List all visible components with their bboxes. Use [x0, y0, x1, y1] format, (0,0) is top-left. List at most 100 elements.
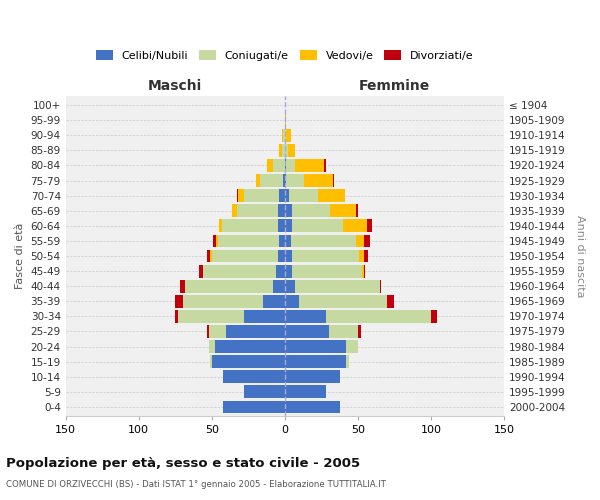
Bar: [364, 250, 368, 262]
Bar: [285, 204, 292, 217]
Bar: [285, 264, 292, 278]
Bar: [278, 220, 285, 232]
Text: Femmine: Femmine: [359, 79, 430, 93]
Bar: [346, 355, 349, 368]
Bar: [319, 189, 345, 202]
Bar: [285, 174, 286, 187]
Bar: [285, 340, 346, 353]
Bar: [362, 264, 364, 278]
Bar: [285, 250, 292, 262]
Bar: [346, 340, 358, 353]
Bar: [283, 129, 285, 141]
Bar: [236, 189, 238, 202]
Bar: [285, 370, 340, 383]
Bar: [282, 129, 283, 141]
Bar: [285, 114, 286, 126]
Bar: [285, 400, 340, 413]
Bar: [263, 295, 285, 308]
Bar: [244, 310, 285, 323]
Bar: [286, 159, 295, 172]
Bar: [304, 174, 333, 187]
Bar: [279, 234, 285, 248]
Bar: [387, 295, 394, 308]
Bar: [278, 250, 285, 262]
Bar: [333, 174, 334, 187]
Bar: [185, 280, 273, 292]
Y-axis label: Fasce di età: Fasce di età: [15, 223, 25, 289]
Bar: [359, 250, 364, 262]
Bar: [212, 355, 285, 368]
Bar: [285, 325, 329, 338]
Bar: [203, 264, 276, 278]
Bar: [223, 400, 285, 413]
Bar: [238, 189, 244, 202]
Bar: [285, 386, 326, 398]
Bar: [212, 250, 278, 262]
Bar: [178, 310, 244, 323]
Bar: [295, 280, 380, 292]
Bar: [356, 204, 358, 217]
Bar: [279, 144, 282, 157]
Bar: [267, 159, 273, 172]
Bar: [208, 250, 210, 262]
Bar: [256, 174, 260, 187]
Bar: [329, 325, 358, 338]
Bar: [285, 234, 290, 248]
Bar: [208, 325, 209, 338]
Bar: [343, 220, 367, 232]
Bar: [299, 295, 387, 308]
Bar: [288, 144, 295, 157]
Bar: [431, 310, 437, 323]
Bar: [210, 250, 212, 262]
Bar: [215, 340, 285, 353]
Bar: [295, 159, 324, 172]
Bar: [285, 144, 288, 157]
Bar: [285, 129, 286, 141]
Bar: [283, 174, 285, 187]
Bar: [273, 280, 285, 292]
Text: Maschi: Maschi: [148, 79, 202, 93]
Bar: [286, 174, 304, 187]
Bar: [285, 280, 295, 292]
Bar: [273, 159, 285, 172]
Bar: [285, 189, 289, 202]
Bar: [367, 220, 373, 232]
Bar: [223, 370, 285, 383]
Bar: [292, 204, 330, 217]
Bar: [324, 159, 326, 172]
Bar: [236, 204, 278, 217]
Bar: [292, 220, 343, 232]
Bar: [219, 220, 222, 232]
Bar: [358, 325, 361, 338]
Legend: Celibi/Nubili, Coniugati/e, Vedovi/e, Divorziati/e: Celibi/Nubili, Coniugati/e, Vedovi/e, Di…: [96, 50, 473, 61]
Bar: [279, 189, 285, 202]
Bar: [222, 220, 278, 232]
Bar: [244, 386, 285, 398]
Bar: [292, 250, 359, 262]
Bar: [213, 234, 216, 248]
Bar: [226, 325, 285, 338]
Bar: [285, 355, 346, 368]
Bar: [179, 280, 185, 292]
Bar: [285, 159, 286, 172]
Bar: [175, 295, 182, 308]
Bar: [182, 295, 263, 308]
Bar: [356, 234, 364, 248]
Bar: [380, 280, 381, 292]
Bar: [292, 264, 362, 278]
Bar: [175, 310, 178, 323]
Bar: [209, 325, 226, 338]
Bar: [232, 204, 236, 217]
Bar: [290, 234, 356, 248]
Bar: [218, 234, 279, 248]
Text: COMUNE DI ORZIVECCHI (BS) - Dati ISTAT 1° gennaio 2005 - Elaborazione TUTTITALIA: COMUNE DI ORZIVECCHI (BS) - Dati ISTAT 1…: [6, 480, 386, 489]
Bar: [289, 189, 319, 202]
Bar: [216, 234, 218, 248]
Bar: [364, 234, 370, 248]
Bar: [244, 189, 279, 202]
Bar: [364, 264, 365, 278]
Bar: [260, 174, 283, 187]
Bar: [282, 144, 285, 157]
Bar: [330, 204, 356, 217]
Bar: [285, 310, 326, 323]
